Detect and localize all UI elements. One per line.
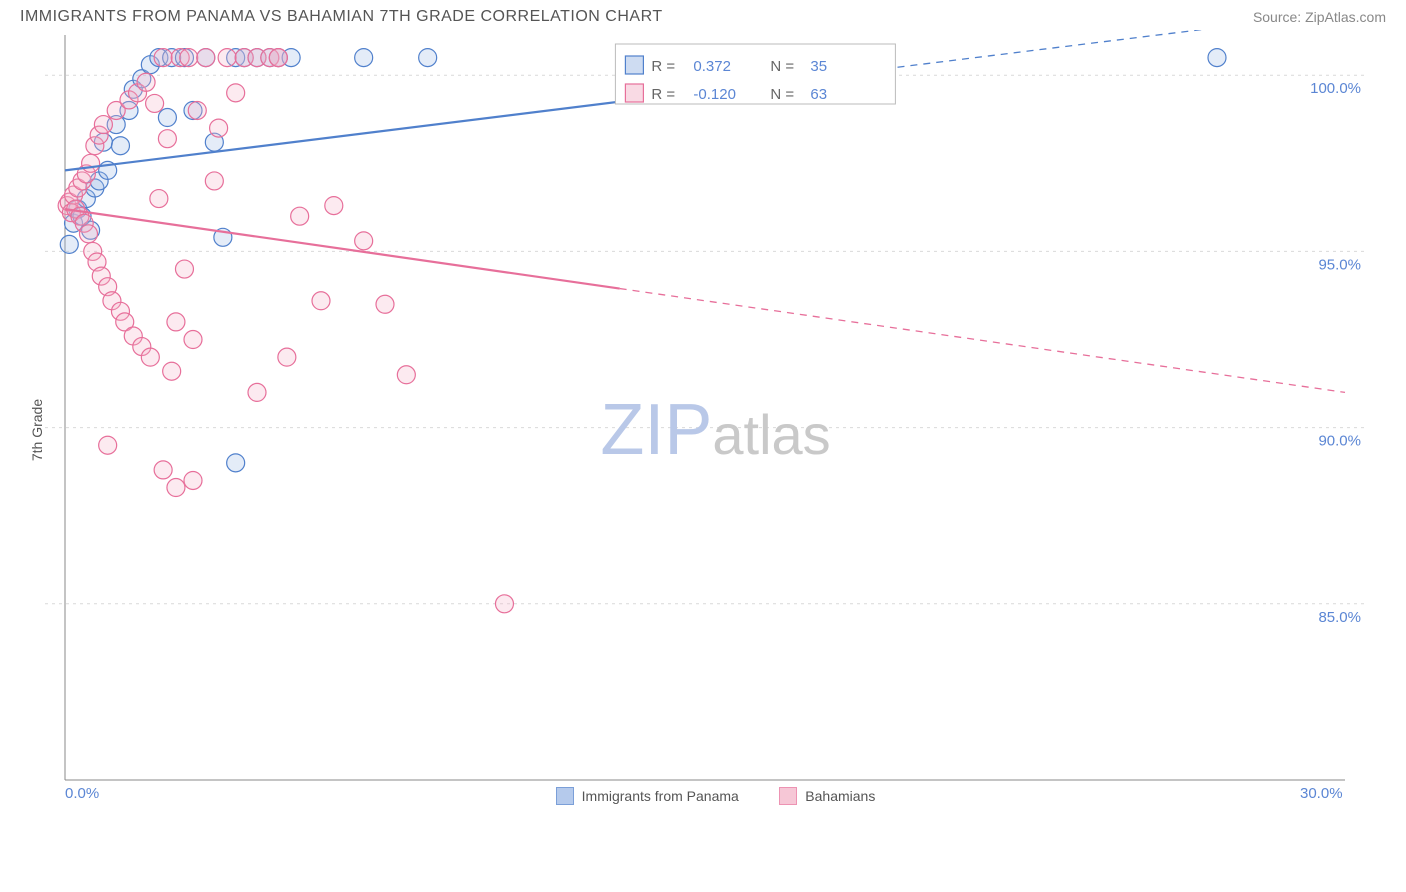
svg-text:35: 35 — [810, 58, 827, 75]
chart-area: 7th Grade ZIPatlas 85.0%90.0%95.0%100.0%… — [45, 30, 1386, 830]
svg-text:N =: N = — [770, 86, 794, 103]
svg-text:R =: R = — [651, 58, 675, 75]
chart-title: IMMIGRANTS FROM PANAMA VS BAHAMIAN 7TH G… — [20, 8, 663, 26]
svg-text:63: 63 — [810, 86, 827, 103]
legend-item-panama: Immigrants from Panama — [556, 787, 739, 805]
svg-text:95.0%: 95.0% — [1318, 256, 1361, 273]
legend-label: Bahamians — [805, 788, 875, 804]
chart-source: Source: ZipAtlas.com — [1253, 9, 1386, 25]
svg-text:90.0%: 90.0% — [1318, 433, 1361, 450]
legend-swatch-icon — [779, 787, 797, 805]
legend-swatch-icon — [556, 787, 574, 805]
chart-header: IMMIGRANTS FROM PANAMA VS BAHAMIAN 7TH G… — [0, 0, 1406, 30]
svg-text:N =: N = — [770, 58, 794, 75]
svg-text:0.372: 0.372 — [693, 58, 731, 75]
svg-text:-0.120: -0.120 — [693, 86, 736, 103]
y-axis-label: 7th Grade — [29, 399, 45, 461]
legend-item-bahamians: Bahamians — [779, 787, 875, 805]
legend-label: Immigrants from Panama — [582, 788, 739, 804]
svg-text:85.0%: 85.0% — [1318, 609, 1361, 626]
bottom-legend: Immigrants from Panama Bahamians — [45, 787, 1386, 810]
svg-text:R =: R = — [651, 86, 675, 103]
svg-text:100.0%: 100.0% — [1310, 80, 1361, 97]
scatter-chart: 85.0% 90.0% 95.0% 100.0% R = 0.372 N = 35 R = -0.… — [45, 30, 1365, 810]
